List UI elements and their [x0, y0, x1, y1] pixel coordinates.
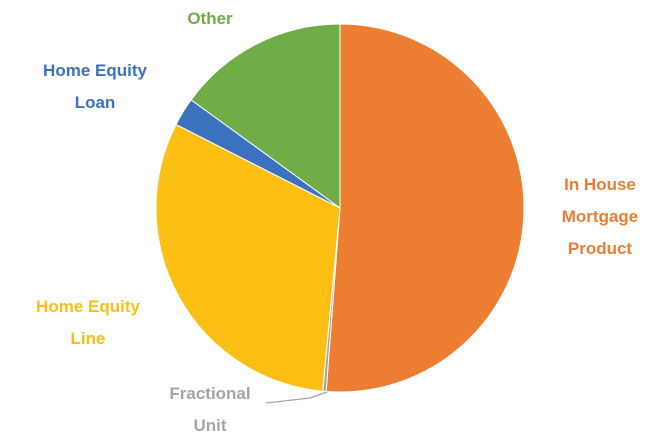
slice-label-line: Line [71, 329, 106, 348]
slice-label-line: Mortgage [562, 207, 639, 226]
slice-label-line: Loan [75, 93, 116, 112]
pie-slice [325, 23, 525, 393]
slice-label: In House Mortgage Product [562, 175, 639, 258]
slice-label: Home Equity Line [36, 297, 140, 348]
slice-label-line: Product [568, 239, 633, 258]
leader-line [265, 391, 328, 404]
slice-label: Home Equity Loan [43, 61, 147, 112]
pie-slice [155, 123, 341, 392]
slice-label-line: Fractional [169, 384, 250, 403]
slice-label-line: Home Equity [43, 61, 147, 80]
slice-label-line: Unit [193, 416, 226, 435]
pie-slice [190, 23, 341, 209]
slice-label: Other [187, 9, 233, 28]
slice-label-line: Other [187, 9, 233, 28]
slice-label-line: In House [564, 175, 636, 194]
slice-label: Fractional Unit [169, 384, 250, 435]
slice-label-line: Home Equity [36, 297, 140, 316]
